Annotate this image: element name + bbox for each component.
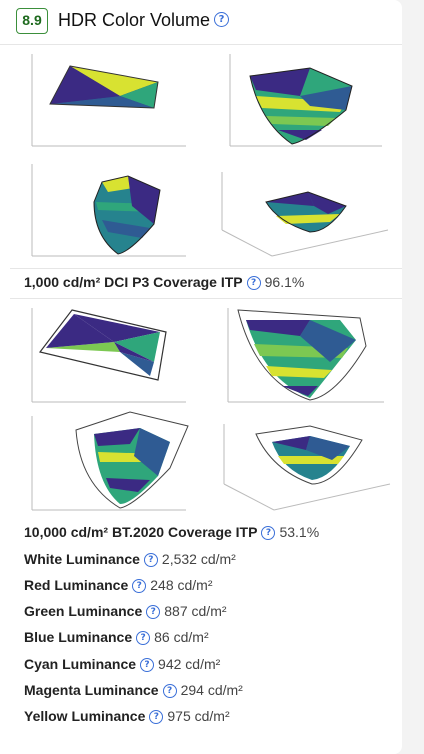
luminance-value: 294 cd/m² [180,682,243,698]
magenta-luminance-row: Magenta Luminance? 294 cd/m² [24,682,243,699]
divider [10,268,402,269]
luminance-value: 975 cd/m² [167,708,230,724]
help-icon[interactable]: ? [162,684,177,699]
luminance-label: White Luminance [24,551,140,567]
cyan-luminance-row: Cyan Luminance? 942 cd/m² [24,656,221,673]
bt2020-coverage-label: 10,000 cd/m² BT.2020 Coverage ITP [24,524,258,540]
help-icon[interactable]: ? [140,658,155,673]
hdr-color-volume-card: 8.9 HDR Color Volume? [0,0,402,754]
divider [10,298,402,299]
luminance-label: Blue Luminance [24,629,133,645]
luminance-value: 86 cd/m² [154,629,209,645]
green-luminance-row: Green Luminance? 887 cd/m² [24,603,227,620]
section-title: HDR Color Volume? [58,10,230,31]
help-icon[interactable]: ? [214,11,230,27]
dci-p3-coverage-value: 96.1% [264,274,305,290]
help-icon[interactable]: ? [132,579,147,594]
luminance-value: 2,532 cd/m² [161,551,236,567]
plot-dci-top-right [229,54,382,147]
help-icon[interactable]: ? [146,605,161,620]
blue-luminance-row: Blue Luminance? 86 cd/m² [24,629,209,646]
plot-dci-bottom-left [31,164,186,257]
bt2020-plots [10,300,402,520]
red-luminance-row: Red Luminance? 248 cd/m² [24,577,213,594]
luminance-label: Yellow Luminance [24,708,146,724]
luminance-value: 887 cd/m² [164,603,227,619]
plot-bt2020-top-left [31,308,186,403]
plot-dci-bottom-right [221,172,389,257]
bt2020-coverage-row: 10,000 cd/m² BT.2020 Coverage ITP? 53.1% [24,524,320,541]
plot-bt2020-bottom-left [31,411,189,511]
help-icon[interactable]: ? [143,553,158,568]
dci-p3-coverage-row: 1,000 cd/m² DCI P3 Coverage ITP? 96.1% [24,274,305,291]
score-badge: 8.9 [16,8,48,34]
luminance-label: Red Luminance [24,577,129,593]
section-title-text: HDR Color Volume [58,10,211,30]
plot-dci-top-left [31,54,186,147]
help-icon[interactable]: ? [261,526,276,541]
luminance-label: Green Luminance [24,603,143,619]
dci-p3-coverage-label: 1,000 cd/m² DCI P3 Coverage ITP [24,274,243,290]
luminance-label: Cyan Luminance [24,656,137,672]
luminance-label: Magenta Luminance [24,682,159,698]
plot-bt2020-top-right [227,308,384,403]
help-icon[interactable]: ? [149,710,164,725]
help-icon[interactable]: ? [136,631,151,646]
dci-p3-plots [10,46,402,268]
luminance-value: 942 cd/m² [158,656,221,672]
help-icon[interactable]: ? [246,276,261,291]
yellow-luminance-row: Yellow Luminance? 975 cd/m² [24,708,230,725]
section-header: 8.9 HDR Color Volume? [0,0,402,45]
luminance-value: 248 cd/m² [150,577,213,593]
bt2020-coverage-value: 53.1% [279,524,320,540]
white-luminance-row: White Luminance? 2,532 cd/m² [24,551,236,568]
plot-bt2020-bottom-right [223,424,391,511]
